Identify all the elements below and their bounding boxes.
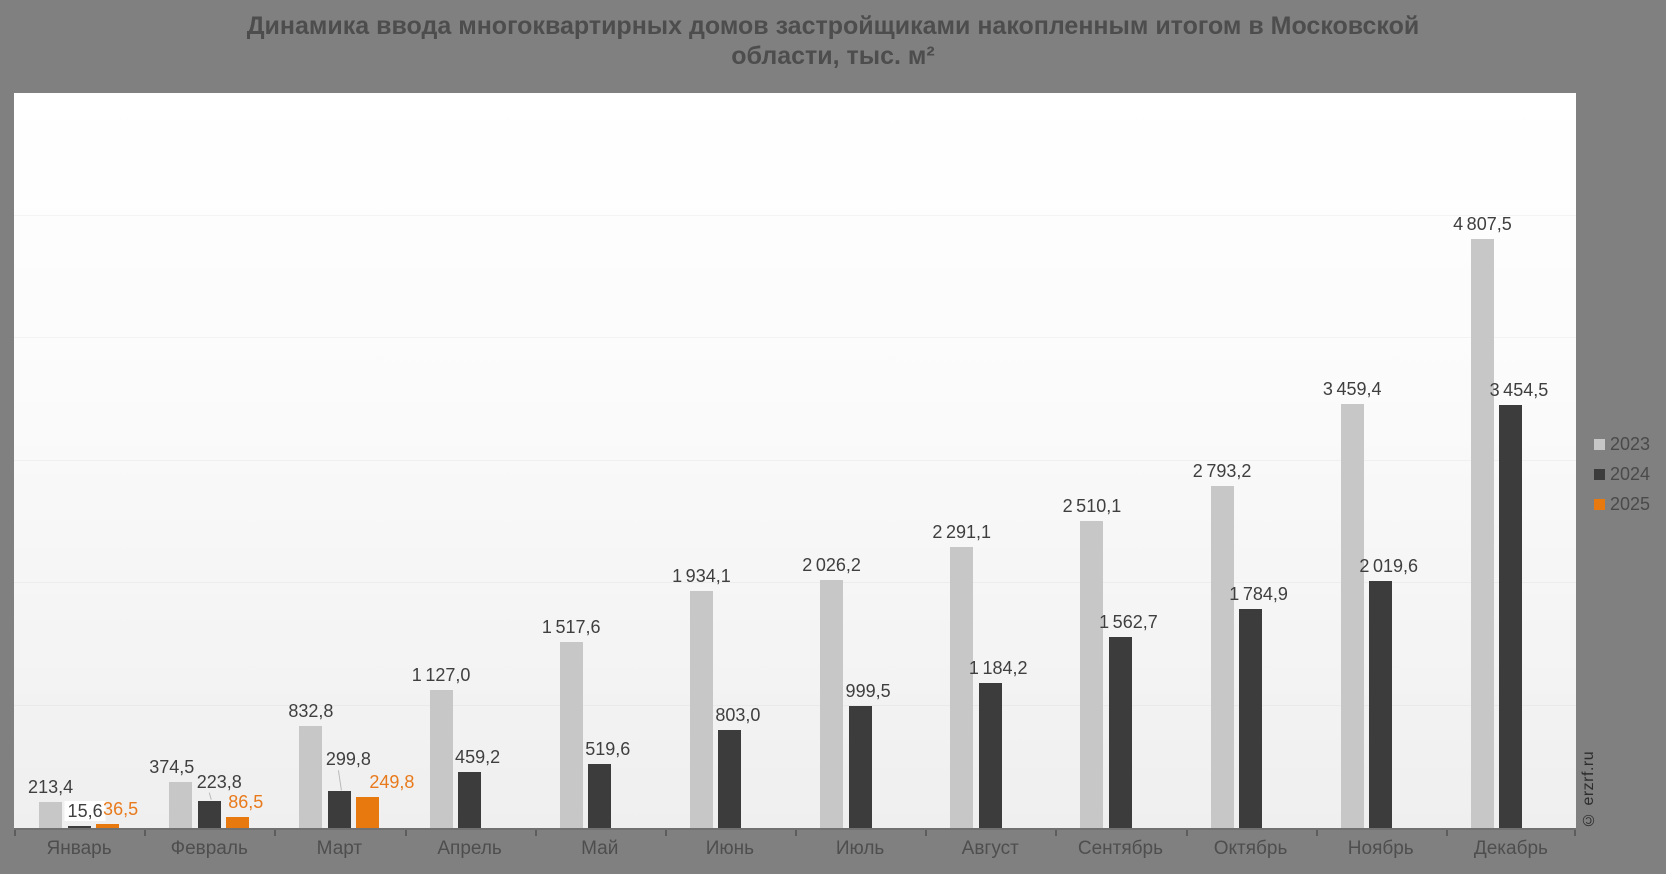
plot-area: 213,4 374,5 832,8 1 127,0 1 517,6 1 934,1 2 02… (14, 93, 1576, 828)
bar-2024-Март (327, 791, 351, 828)
bar-value-label: 2 019,6 (1359, 555, 1419, 576)
axis-tick (1315, 830, 1318, 836)
month-label-Декабрь: Декабрь (1473, 838, 1548, 859)
bar-value-label: 459,2 (455, 746, 501, 767)
month-label-Сентябрь: Сентябрь (1077, 838, 1163, 859)
axis-tick (664, 830, 667, 836)
bar-2023-Январь (39, 801, 63, 828)
bar-2024-Сентябрь (1108, 636, 1132, 828)
chart-title: Динамика ввода многоквартирных домов зас… (0, 11, 1666, 71)
bar-2023-Март (299, 725, 323, 828)
bar-value-label: 2 291,1 (932, 522, 992, 543)
bar-2024-Апрель (458, 771, 482, 828)
bar-2024-Октябрь (1239, 609, 1263, 828)
bar-2024-Август (978, 682, 1002, 828)
bar-2023-Сентябрь (1080, 520, 1104, 828)
month-label-Апрель: Апрель (437, 838, 502, 859)
axis-tick (14, 830, 16, 836)
bar-2023-Февраль (169, 782, 193, 828)
bar-2024-Ноябрь (1369, 580, 1393, 828)
bar-value-label: 223,8 (196, 771, 242, 792)
bar-value-label: 299,8 (325, 749, 371, 770)
bar-2023-Май (559, 642, 583, 828)
bar-value-label: 519,6 (585, 739, 631, 760)
axis-tick (925, 830, 928, 836)
legend-swatch-icon (1594, 439, 1605, 450)
bar-value-label: 249,8 (369, 772, 415, 793)
bar-2023-Октябрь (1210, 485, 1234, 828)
bar-2024-Июнь (718, 729, 742, 828)
bar-2025-Январь (96, 823, 120, 828)
bar-value-label: 2 510,1 (1062, 495, 1122, 516)
month-label-Март: Март (316, 838, 363, 859)
gridline (14, 337, 1576, 338)
bar-value-label: 15,6 (64, 801, 106, 821)
bar-value-label: 1 784,9 (1229, 584, 1288, 605)
bar-2023-Апрель (429, 689, 453, 828)
month-label-Февраль: Февраль (170, 838, 248, 859)
bar-value-label: 86,5 (228, 792, 264, 813)
bar-value-label: 3 454,5 (1489, 379, 1549, 400)
bar-value-label: 1 127,0 (411, 664, 471, 685)
chart-title-line1: Динамика ввода многоквартирных домов зас… (246, 12, 1420, 40)
legend-swatch-icon (1594, 499, 1605, 510)
bar-2024-Февраль (197, 800, 221, 828)
bar-2024-Декабрь (1499, 404, 1523, 828)
bar-value-label: 803,0 (715, 704, 761, 725)
legend-label: 2024 (1610, 464, 1651, 484)
axis-tick (534, 830, 537, 836)
bar-value-label: 1 517,6 (541, 617, 601, 638)
bar-2023-Июнь (689, 591, 713, 828)
bar-value-label: 374,5 (149, 757, 195, 778)
bar-value-label: 2 793,2 (1192, 460, 1252, 481)
bar-2024-Январь (67, 826, 91, 828)
bar-value-label: 36,5 (103, 798, 139, 819)
month-label-Январь: Январь (46, 838, 112, 859)
bar-2023-Декабрь (1470, 239, 1494, 828)
bar-value-label: 832,8 (288, 700, 334, 721)
legend-swatch-icon (1594, 469, 1605, 480)
month-label-Ноябрь: Ноябрь (1347, 838, 1414, 859)
legend: 2023 2024 2025 (1594, 435, 1650, 525)
bar-value-label: 4 807,5 (1453, 214, 1512, 235)
x-axis: Январь Февраль Март Апрель Май Июнь Июль Август… (14, 828, 1576, 874)
bar-2023-Июль (820, 579, 844, 828)
gridline (14, 215, 1576, 216)
axis-tick (1574, 830, 1576, 836)
axis-tick (1445, 830, 1448, 836)
bar-value-label: 213,4 (28, 776, 74, 797)
month-label-Октябрь: Октябрь (1213, 838, 1288, 859)
axis-tick (795, 830, 797, 836)
bar-value-label: 1 184,2 (968, 657, 1028, 678)
month-label-Май: Май (581, 838, 619, 859)
legend-item-2023: 2023 (1594, 435, 1650, 454)
bar-2024-Май (588, 764, 612, 828)
bar-2025-Март (356, 797, 380, 828)
bar-2023-Ноябрь (1340, 404, 1364, 828)
month-label-Август: Август (961, 838, 1019, 859)
chart-title-line2: области, тыс. м² (731, 42, 935, 70)
axis-tick (404, 830, 407, 836)
bar-value-label: 1 934,1 (672, 566, 731, 587)
legend-item-2025: 2025 (1594, 495, 1650, 514)
bar-value-label: 1 562,7 (1099, 611, 1158, 632)
axis-tick (274, 830, 277, 836)
bar-2024-Июль (848, 705, 872, 828)
legend-label: 2025 (1610, 494, 1651, 514)
bar-value-label: 999,5 (845, 680, 891, 701)
bar-2023-Август (950, 547, 974, 828)
bar-value-label: 2 026,2 (802, 554, 861, 575)
bar-value-label: 3 459,4 (1322, 379, 1382, 400)
month-label-Июль: Июль (835, 838, 885, 859)
legend-item-2024: 2024 (1594, 465, 1650, 484)
axis-tick (144, 830, 147, 836)
axis-tick (1055, 830, 1058, 836)
month-label-Июнь: Июнь (705, 838, 755, 859)
watermark: © erzrf.ru (1580, 750, 1597, 828)
bar-2025-Февраль (226, 817, 250, 828)
axis-tick (1185, 830, 1188, 836)
legend-label: 2023 (1610, 434, 1651, 454)
